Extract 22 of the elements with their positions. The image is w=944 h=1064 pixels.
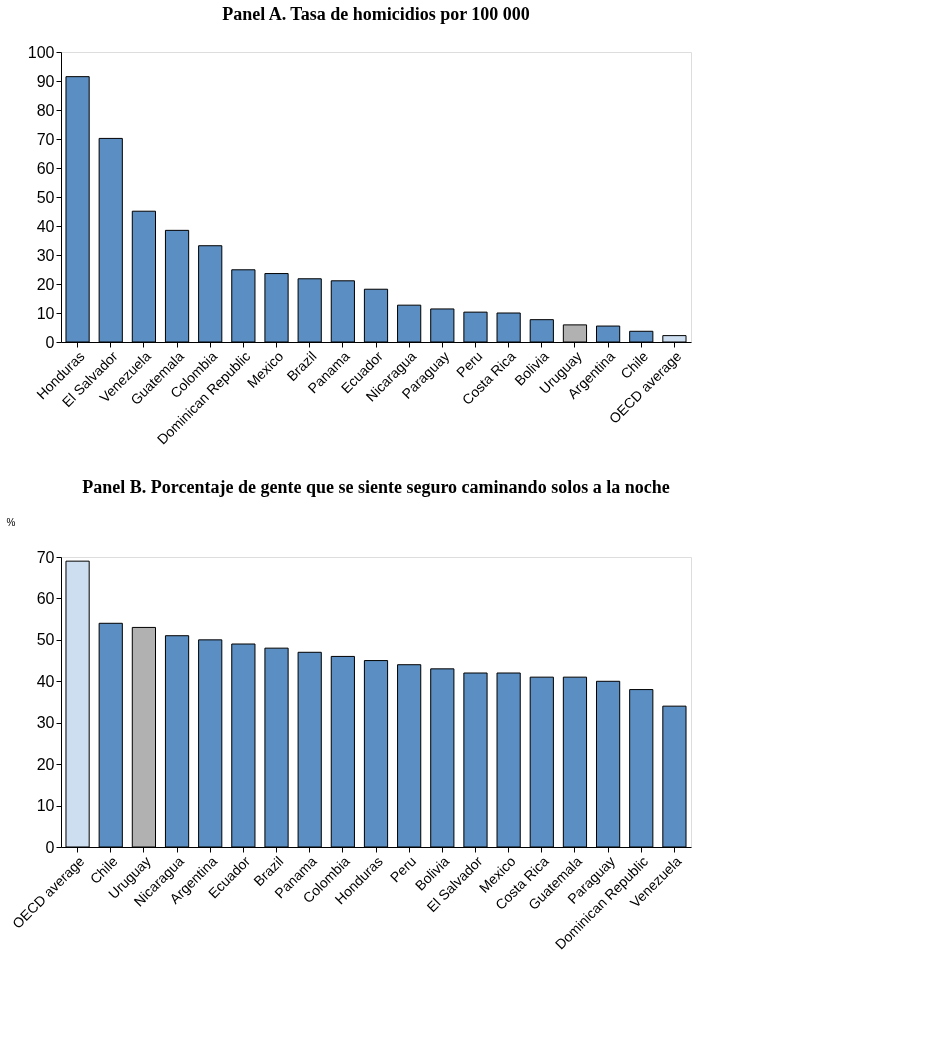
y-tick-label: 40 (36, 217, 55, 235)
y-tick-label: 0 (45, 838, 55, 856)
y-tick-label: 40 (36, 672, 55, 690)
y-tick-label: 60 (36, 589, 55, 607)
y-tick-label: 20 (36, 275, 55, 293)
y-tick-label: 50 (36, 188, 55, 206)
y-tick-label: 70 (36, 548, 55, 566)
y-tick-label: 30 (36, 714, 55, 732)
y-tick-label: 90 (36, 72, 55, 90)
y-tick-label: 70 (36, 130, 55, 148)
y-tick-label: 0 (45, 333, 55, 351)
chart-title: Panel B. Porcentaje de gente que se siente seguro caminando solos a la noche (82, 477, 670, 497)
y-tick-label: 100 (27, 43, 55, 61)
chart-title: Panel A. Tasa de homicidios por 100 000 (222, 4, 530, 24)
y-tick-label: 50 (36, 631, 55, 649)
y-axis-title: % (6, 516, 16, 528)
y-tick-label: 10 (36, 797, 55, 815)
y-tick-label: 30 (36, 246, 55, 264)
y-tick-label: 60 (36, 159, 55, 177)
y-tick-label: 20 (36, 755, 55, 773)
y-tick-label: 80 (36, 101, 55, 119)
y-tick-label: 10 (36, 304, 55, 322)
